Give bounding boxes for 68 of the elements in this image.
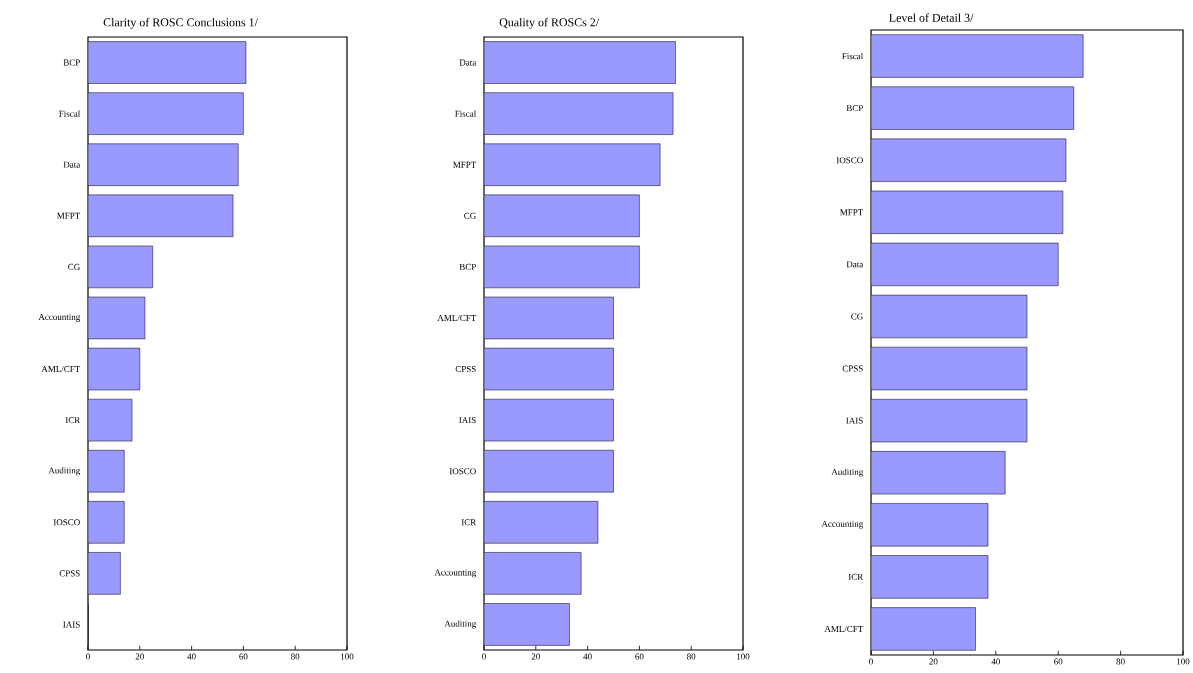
x-tick-label: 0 — [869, 658, 873, 665]
y-tick-label: CPSS — [455, 366, 476, 373]
x-tick-label: 40 — [187, 653, 196, 660]
y-tick-label: CG — [464, 212, 476, 219]
y-tick-label: BCP — [63, 59, 80, 66]
y-tick-label: AML/CFT — [437, 314, 477, 321]
y-tick-label: CPSS — [842, 365, 863, 372]
y-tick-label: MFPT — [57, 212, 81, 219]
y-tick-label: CG — [851, 313, 863, 320]
y-tick-label: CG — [68, 263, 80, 270]
x-tick-label: 100 — [341, 653, 354, 660]
y-tick-label: ICR — [848, 573, 864, 580]
bar — [88, 296, 146, 340]
y-tick-label: AML/CFT — [824, 625, 864, 632]
y-tick-label: Accounting — [434, 569, 477, 578]
y-tick-label: IOSCO — [53, 519, 80, 526]
y-tick-label: ICR — [461, 519, 477, 526]
x-tick-label: 40 — [991, 658, 1000, 665]
x-tick-label: 20 — [531, 653, 540, 660]
y-tick-label: AML/CFT — [41, 366, 81, 373]
y-tick-label: BCP — [846, 105, 863, 112]
x-tick-label: 0 — [86, 653, 90, 660]
bar — [88, 92, 244, 135]
bar — [88, 347, 141, 391]
x-tick-label: 80 — [1116, 658, 1125, 665]
x-tick-label: 80 — [687, 653, 696, 660]
y-tick-label: Fiscal — [59, 110, 81, 117]
chart-title: Clarity of ROSC Conclusions 1/ — [103, 17, 258, 29]
x-tick-label: 20 — [929, 658, 938, 665]
y-tick-label: Data — [459, 59, 477, 66]
bar — [88, 194, 234, 237]
x-tick-label: 60 — [635, 653, 644, 660]
bar — [88, 143, 239, 186]
x-tick-label: 80 — [291, 653, 300, 660]
y-tick-label: Accounting — [38, 314, 81, 322]
y-tick-label: Data — [63, 161, 81, 168]
y-tick-label: CPSS — [59, 570, 80, 577]
y-tick-label: MFPT — [840, 209, 864, 216]
bar — [88, 552, 121, 595]
bar — [88, 398, 133, 442]
y-tick-label: Auditing — [48, 467, 81, 476]
y-tick-label: IOSCO — [449, 468, 476, 475]
y-tick-label: IAIS — [459, 417, 476, 424]
y-tick-label: Accounting — [821, 520, 864, 529]
x-tick-label: 20 — [135, 653, 144, 660]
x-tick-label: 60 — [1054, 658, 1063, 665]
chart-title: Level of Detail 3/ — [889, 13, 974, 22]
bar — [88, 41, 247, 84]
y-tick-label: IAIS — [846, 417, 863, 424]
y-tick-label: ICR — [65, 417, 81, 424]
y-tick-label: Auditing — [444, 620, 477, 629]
y-tick-label: Auditing — [831, 468, 864, 477]
bar — [88, 245, 153, 289]
x-tick-label: 60 — [239, 653, 248, 660]
bar — [88, 450, 125, 493]
x-tick-label: 100 — [1177, 658, 1190, 665]
y-tick-label: Data — [846, 261, 864, 268]
y-tick-label: Fiscal — [455, 110, 477, 117]
x-tick-label: 40 — [583, 653, 592, 660]
x-tick-label: 0 — [482, 653, 486, 660]
x-tick-label: 100 — [737, 653, 750, 660]
y-tick-label: BCP — [459, 263, 476, 270]
y-tick-label: IOSCO — [836, 157, 863, 164]
y-tick-label: IAIS — [63, 621, 80, 628]
chart-title: Quality of ROSCs 2/ — [499, 17, 600, 29]
y-tick-label: Fiscal — [842, 52, 864, 60]
bar — [88, 501, 125, 544]
y-tick-label: MFPT — [453, 161, 477, 168]
